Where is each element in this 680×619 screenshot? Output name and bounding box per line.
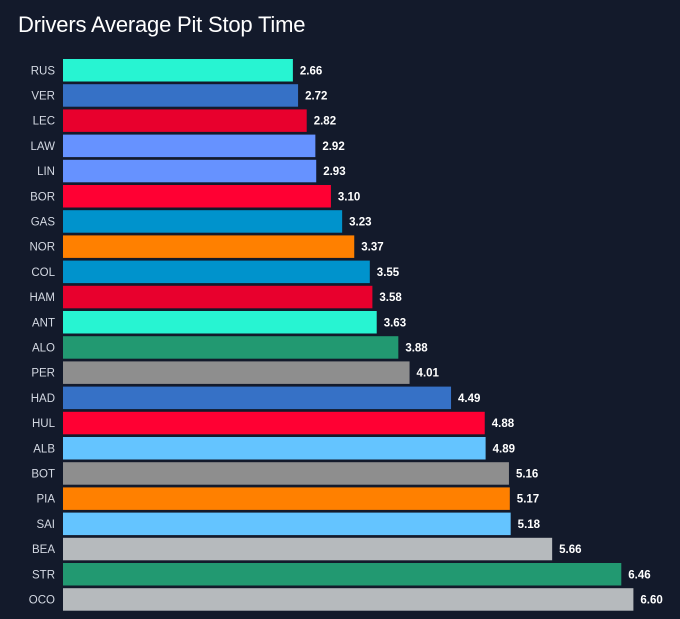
y-tick-label: PIA xyxy=(36,494,55,506)
data-label: 5.66 xyxy=(559,544,581,556)
data-label: 5.17 xyxy=(517,494,539,506)
bar-oco[interactable] xyxy=(63,588,634,611)
y-tick-label: BOT xyxy=(31,468,55,480)
bar-rus[interactable] xyxy=(63,59,293,82)
data-label: 4.88 xyxy=(492,418,515,430)
data-label: 3.55 xyxy=(377,267,400,279)
bar-ham[interactable] xyxy=(63,285,373,309)
bar-alb[interactable] xyxy=(63,437,486,460)
data-label: 2.66 xyxy=(300,65,322,77)
y-tick-label: OCO xyxy=(29,594,55,606)
y-tick-label: HAM xyxy=(29,292,55,304)
data-label: 2.92 xyxy=(322,141,344,153)
data-label: 5.16 xyxy=(516,468,538,480)
bar-nor[interactable] xyxy=(63,235,355,258)
y-tick-label: LAW xyxy=(31,141,56,153)
bar-bea[interactable] xyxy=(63,537,553,561)
data-label: 3.63 xyxy=(384,317,406,329)
data-label: 6.46 xyxy=(628,569,650,581)
y-tick-label: STR xyxy=(32,569,55,581)
bar-str[interactable] xyxy=(63,563,622,586)
data-label: 4.01 xyxy=(417,368,440,380)
y-tick-label: ALB xyxy=(33,443,55,455)
bar-hul[interactable] xyxy=(63,411,485,435)
data-label: 3.10 xyxy=(338,191,360,203)
data-label: 3.23 xyxy=(349,216,371,228)
data-label: 3.58 xyxy=(379,292,402,304)
bar-had[interactable] xyxy=(63,386,452,410)
y-tick-label: GAS xyxy=(31,216,56,228)
y-tick-label: PER xyxy=(31,368,55,380)
data-label: 2.82 xyxy=(314,116,336,128)
bar-col[interactable] xyxy=(63,260,370,284)
chart-title: Drivers Average Pit Stop Time xyxy=(18,12,306,37)
y-tick-label: BOR xyxy=(30,191,55,203)
data-label: 2.93 xyxy=(323,166,345,178)
bar-pia[interactable] xyxy=(63,487,510,510)
data-label: 3.88 xyxy=(405,342,428,354)
bar-ant[interactable] xyxy=(63,311,377,334)
bar-per[interactable] xyxy=(63,361,410,384)
y-tick-label: RUS xyxy=(31,65,56,77)
bar-lec[interactable] xyxy=(63,109,307,132)
y-tick-label: SAI xyxy=(36,519,55,531)
bar-sai[interactable] xyxy=(63,512,511,536)
y-tick-label: VER xyxy=(31,90,55,102)
bar-gas[interactable] xyxy=(63,210,343,233)
bar-law[interactable] xyxy=(63,134,316,158)
y-tick-label: LIN xyxy=(37,166,55,178)
data-label: 5.18 xyxy=(518,519,541,531)
y-tick-label: LEC xyxy=(33,116,55,128)
data-label: 6.60 xyxy=(640,594,662,606)
y-tick-label: ALO xyxy=(32,342,55,354)
data-label: 2.72 xyxy=(305,90,327,102)
y-tick-label: HUL xyxy=(32,418,56,430)
bar-bot[interactable] xyxy=(63,462,509,485)
bar-lin[interactable] xyxy=(63,159,317,183)
data-label: 4.49 xyxy=(458,393,480,405)
y-tick-label: HAD xyxy=(31,393,55,405)
data-label: 3.37 xyxy=(361,242,383,254)
y-tick-label: NOR xyxy=(29,242,55,254)
y-tick-label: ANT xyxy=(32,317,55,329)
y-tick-label: COL xyxy=(31,267,55,279)
bar-ver[interactable] xyxy=(63,84,299,107)
bar-bor[interactable] xyxy=(63,185,331,208)
y-tick-label: BEA xyxy=(32,544,55,556)
bar-alo[interactable] xyxy=(63,336,399,359)
data-label: 4.89 xyxy=(493,443,515,455)
